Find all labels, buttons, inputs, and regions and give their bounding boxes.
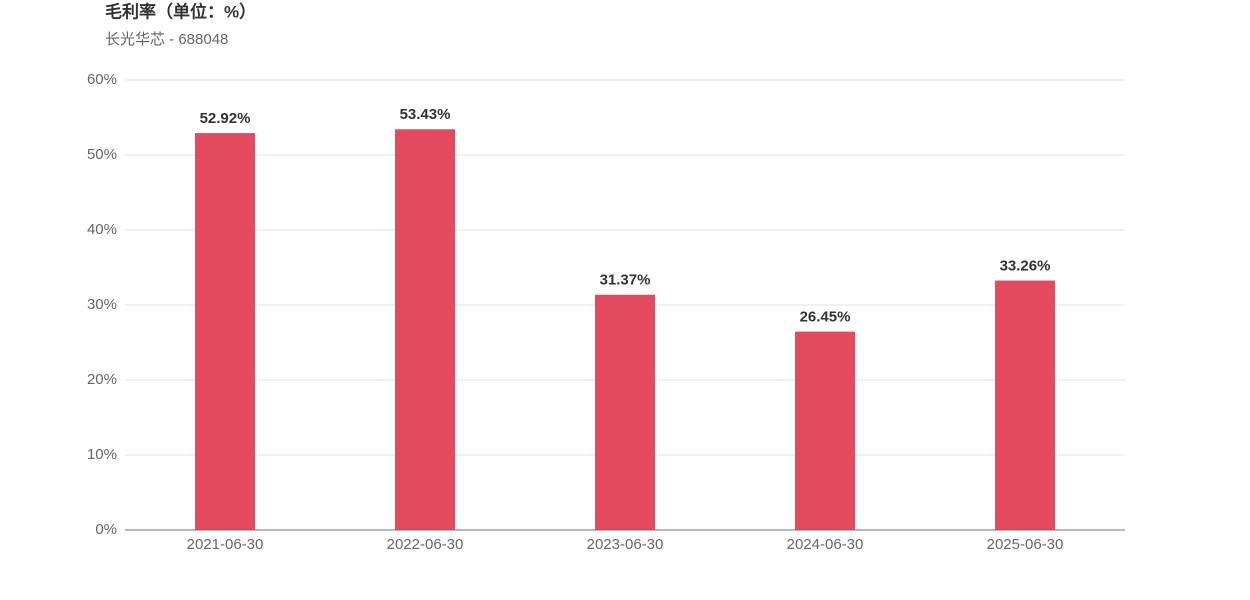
y-tick-label: 40%	[87, 221, 117, 238]
y-tick-label: 20%	[87, 371, 117, 388]
x-tick-label: 2025-06-30	[987, 536, 1064, 553]
chart-title: 毛利率（单位：%）	[105, 1, 256, 21]
x-tick-label: 2024-06-30	[787, 536, 864, 553]
y-tick-label: 30%	[87, 296, 117, 313]
data-label: 53.43%	[400, 106, 451, 123]
bar	[395, 129, 455, 530]
data-label: 33.26%	[1000, 258, 1051, 275]
bar	[195, 133, 255, 530]
y-tick-label: 60%	[87, 71, 117, 88]
bar	[995, 280, 1055, 530]
data-label: 52.92%	[200, 110, 251, 127]
x-tick-label: 2023-06-30	[587, 536, 664, 553]
data-label: 31.37%	[600, 272, 651, 289]
y-tick-label: 50%	[87, 146, 117, 163]
chart-subtitle: 长光华芯 - 688048	[105, 31, 228, 48]
data-label: 26.45%	[800, 309, 851, 326]
x-tick-label: 2022-06-30	[387, 536, 464, 553]
x-tick-label: 2021-06-30	[187, 536, 264, 553]
y-tick-label: 10%	[87, 446, 117, 463]
y-tick-label: 0%	[95, 521, 117, 538]
bar	[795, 331, 855, 530]
bar	[595, 294, 655, 530]
